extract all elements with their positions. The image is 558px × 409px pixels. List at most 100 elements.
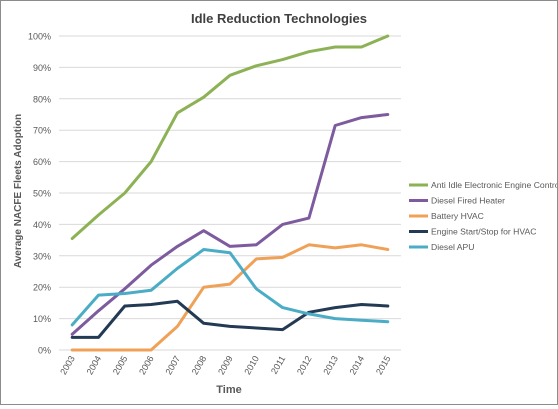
x-tick-label: 2011: [269, 354, 287, 376]
x-tick-label: 2004: [85, 354, 104, 376]
data-point: [255, 257, 258, 260]
data-point: [255, 287, 258, 290]
x-tick-label: 2007: [163, 354, 182, 376]
series-line: [70, 113, 390, 336]
data-point: [229, 251, 232, 254]
data-point: [123, 305, 126, 308]
data-point: [360, 45, 363, 48]
data-point: [71, 336, 74, 339]
data-point: [281, 223, 284, 226]
y-tick-label: 60%: [33, 157, 51, 167]
data-point: [360, 243, 363, 246]
data-point: [150, 289, 153, 292]
legend-label: Engine Start/Stop for HVAC: [431, 227, 536, 237]
data-point: [150, 264, 153, 267]
data-point: [334, 246, 337, 249]
data-point: [255, 243, 258, 246]
y-tick-label: 0%: [38, 346, 51, 356]
x-tick-label: 2014: [348, 354, 367, 376]
legend-label: Diesel APU: [431, 242, 474, 252]
x-axis-ticks: 2003 2004 2005 2006 2007 2008 2009 2010 2011 2012…: [58, 354, 392, 376]
series-line: [70, 248, 390, 327]
data-point: [176, 111, 179, 114]
gridlines: [59, 35, 401, 351]
x-tick-label: 2005: [111, 354, 130, 376]
data-point: [386, 248, 389, 251]
data-point: [202, 322, 205, 325]
data-point: [386, 320, 389, 323]
x-axis-title: Time: [216, 384, 241, 396]
data-point: [255, 327, 258, 330]
data-point: [176, 300, 179, 303]
data-point: [123, 192, 126, 195]
x-tick-label: 2009: [216, 354, 235, 376]
data-point: [281, 58, 284, 61]
data-point: [71, 237, 74, 240]
data-point: [176, 267, 179, 270]
y-tick-label: 80%: [33, 94, 51, 104]
series-line: [70, 243, 390, 352]
y-tick-label: 90%: [33, 63, 51, 73]
y-axis-title: Average NACFE Fleets Adoption: [13, 114, 24, 268]
x-tick-label: 2015: [374, 354, 393, 376]
legend: Anti Idle Electronic Engine Controls Dies…: [409, 180, 558, 252]
data-point: [97, 294, 100, 297]
data-point: [97, 309, 100, 312]
data-point: [202, 96, 205, 99]
data-point: [360, 116, 363, 119]
data-point: [281, 306, 284, 309]
data-point: [386, 35, 389, 38]
y-tick-label: 50%: [33, 189, 51, 199]
data-point: [123, 349, 126, 352]
data-point: [123, 292, 126, 295]
data-point: [281, 328, 284, 331]
data-point: [150, 160, 153, 163]
series-lines: [70, 34, 390, 352]
data-point: [386, 305, 389, 308]
series-line: [70, 34, 390, 240]
y-tick-label: 10%: [33, 314, 51, 324]
data-point: [71, 323, 74, 326]
data-point: [307, 312, 310, 315]
data-point: [334, 45, 337, 48]
y-tick-label: 100%: [28, 32, 51, 42]
data-point: [229, 325, 232, 328]
y-tick-label: 20%: [33, 283, 51, 293]
x-tick-label: 2013: [321, 354, 340, 376]
x-tick-label: 2008: [190, 354, 209, 376]
x-tick-label: 2006: [137, 354, 156, 376]
legend-label: Anti Idle Electronic Engine Controls: [431, 180, 557, 190]
data-point: [150, 349, 153, 352]
data-point: [334, 306, 337, 309]
data-point: [229, 74, 232, 77]
legend-label: Diesel Fired Heater: [431, 196, 505, 206]
x-tick-label: 2012: [295, 354, 314, 376]
data-point: [97, 213, 100, 216]
data-point: [150, 303, 153, 306]
data-point: [281, 256, 284, 259]
x-tick-label: 2003: [58, 354, 77, 376]
data-point: [307, 243, 310, 246]
data-point: [307, 217, 310, 220]
data-point: [334, 124, 337, 127]
data-point: [176, 325, 179, 328]
data-point: [229, 283, 232, 286]
data-point: [123, 287, 126, 290]
data-point: [255, 64, 258, 67]
chart-title: Idle Reduction Technologies: [191, 11, 367, 26]
data-point: [334, 317, 337, 320]
series-line: [70, 299, 390, 339]
data-point: [360, 319, 363, 322]
data-point: [229, 245, 232, 248]
data-point: [71, 349, 74, 352]
data-point: [202, 286, 205, 289]
data-point: [71, 333, 74, 336]
y-axis-ticks: 0% 10% 20% 30% 40% 50% 60% 70% 80% 90% 100%: [28, 32, 51, 356]
data-point: [97, 349, 100, 352]
legend-label: Battery HVAC: [431, 211, 484, 221]
data-point: [176, 245, 179, 248]
data-point: [386, 113, 389, 116]
data-point: [97, 336, 100, 339]
